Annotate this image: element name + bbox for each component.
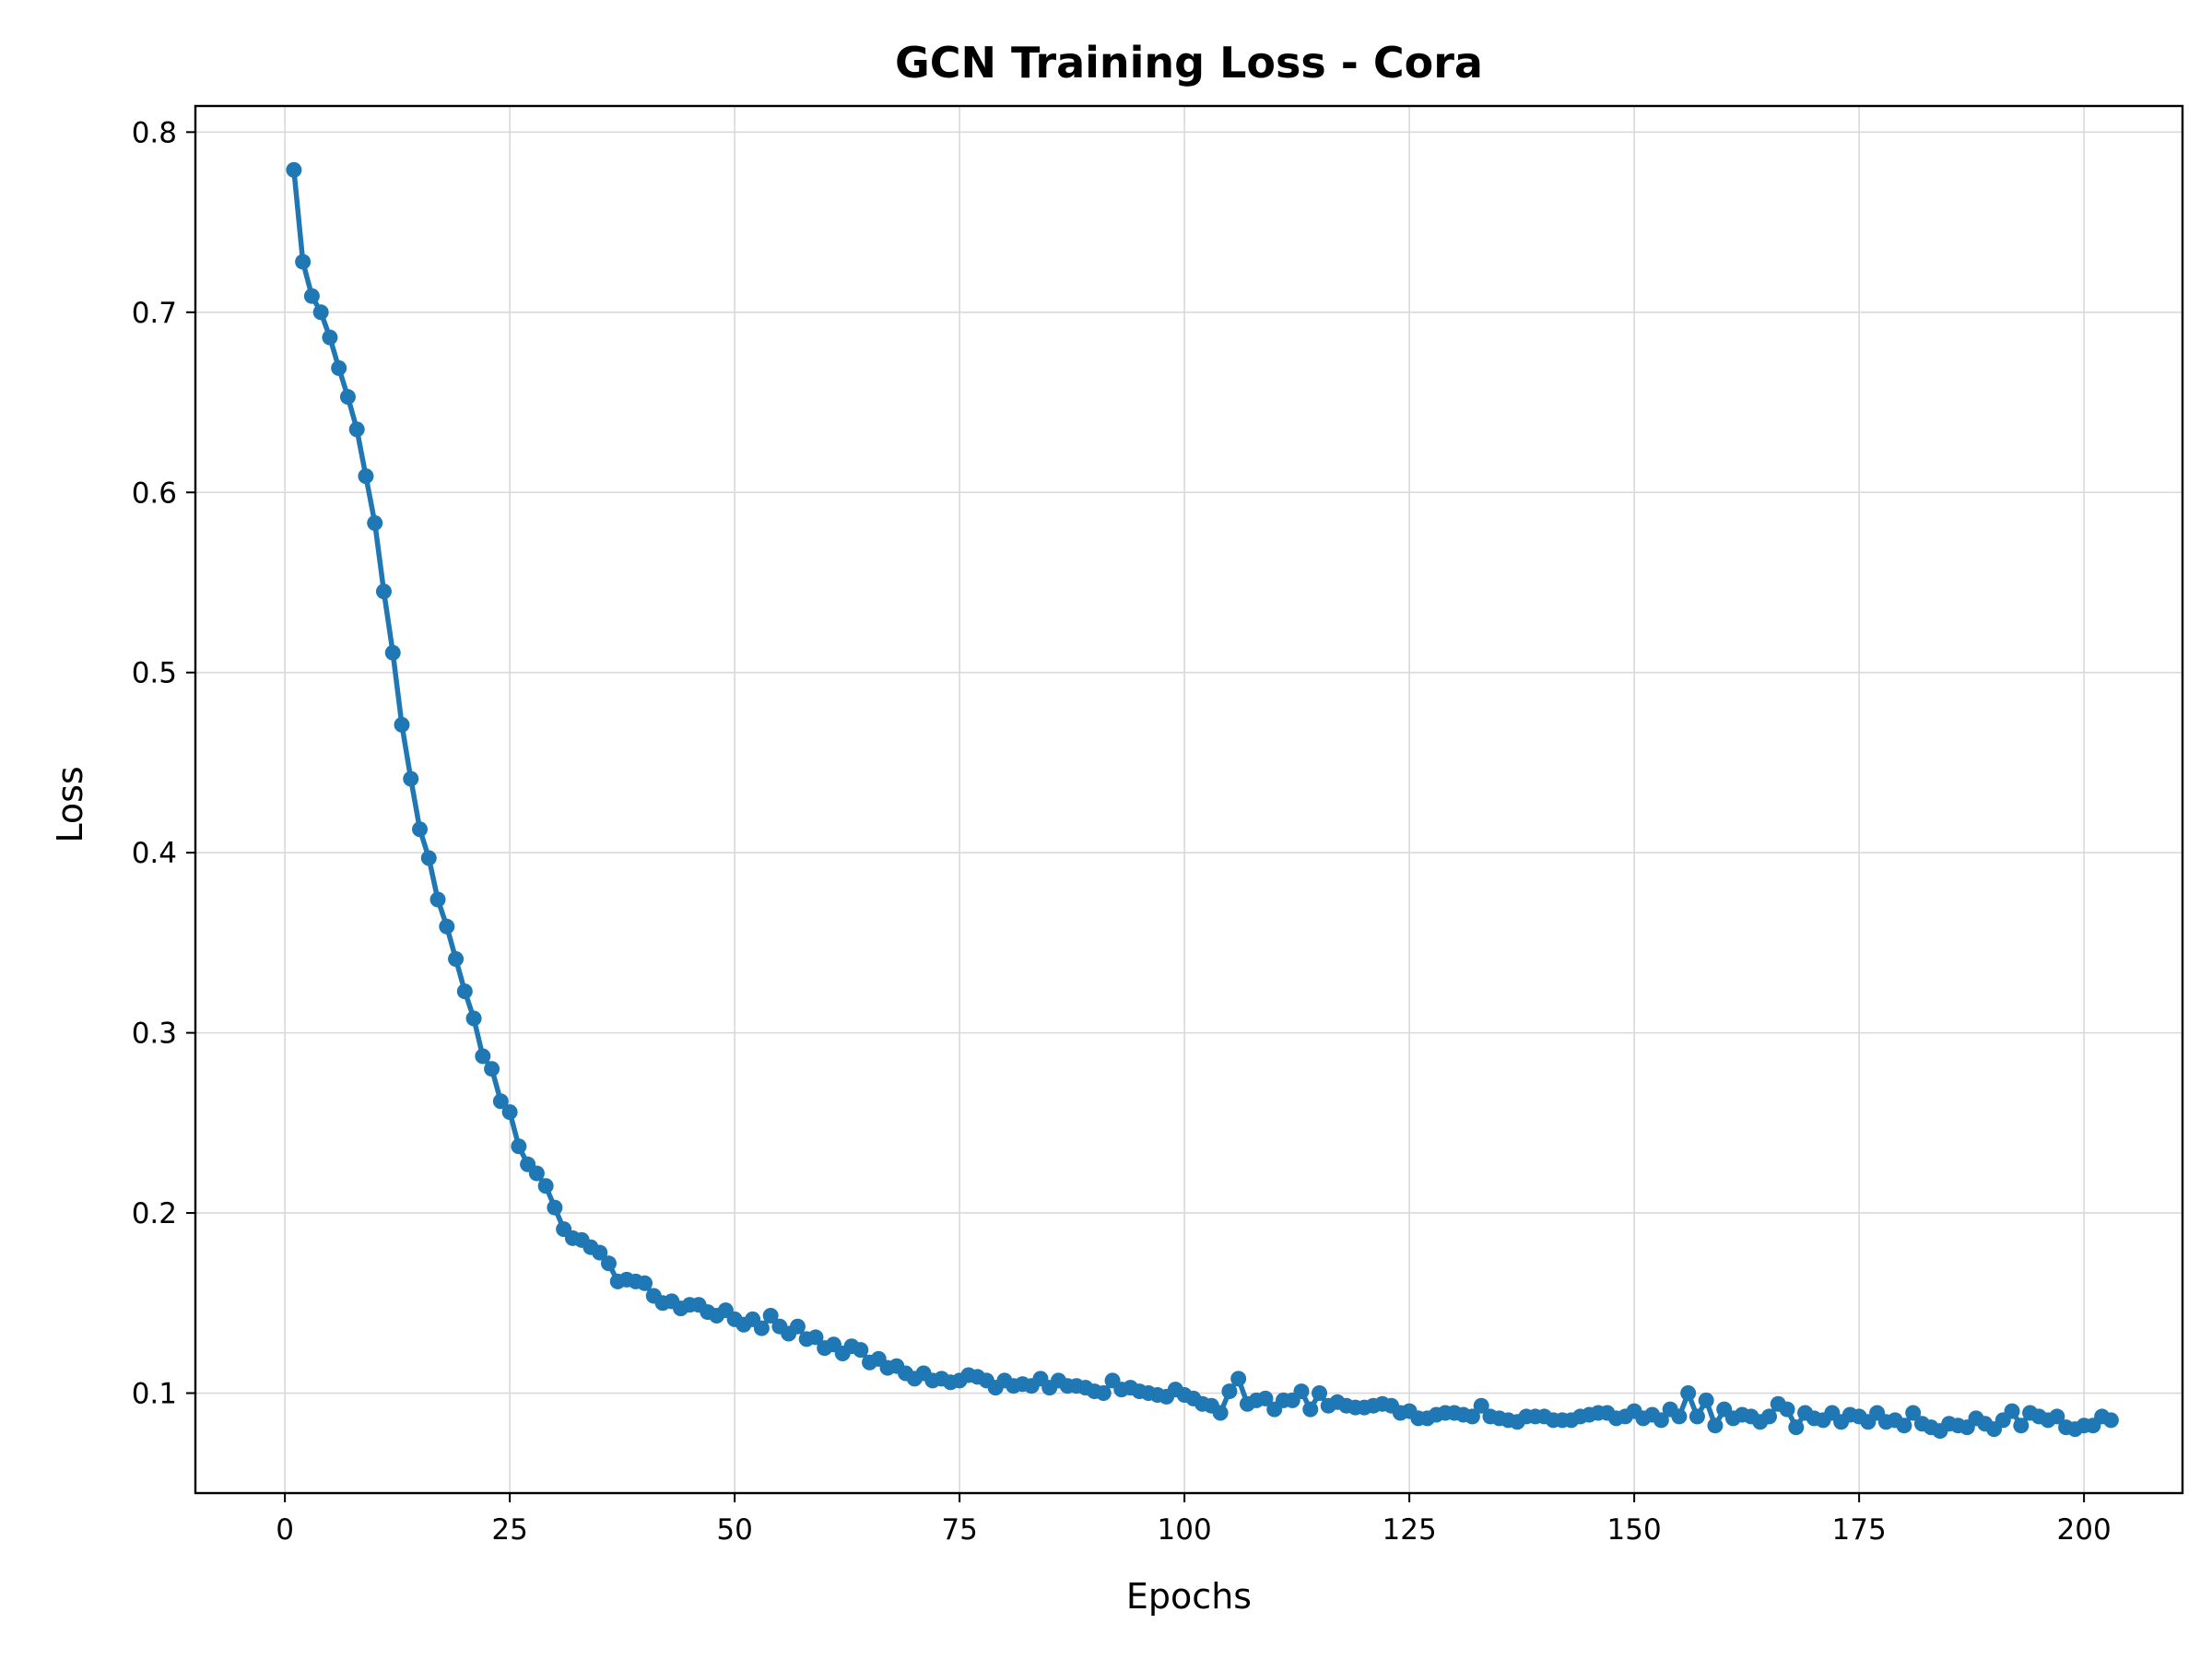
loss-data-point [1473, 1397, 1489, 1414]
loss-data-point [1788, 1419, 1805, 1436]
ticks: 0 25 50 75 100 125 150 175 200 0.1 0.2 0.3 0.4 0.5 0.6… [132, 116, 2112, 1547]
loss-data-point [303, 288, 320, 304]
loss-data-point [367, 514, 383, 531]
loss-data-point [348, 421, 365, 438]
y-tick-label: 0.7 [132, 297, 177, 330]
loss-data-point [501, 1104, 518, 1121]
loss-data-point [331, 359, 347, 376]
loss-data-point [547, 1199, 563, 1216]
loss-data-point [807, 1329, 824, 1346]
loss-data-point [412, 821, 429, 838]
loss-data-point [2013, 1418, 2030, 1434]
loss-data-point [1698, 1392, 1714, 1408]
axes-frame [194, 104, 2184, 1495]
loss-data-point [456, 983, 473, 1000]
loss-data-point [1095, 1385, 1112, 1402]
y-tick-label: 0.1 [132, 1378, 177, 1411]
loss-data-point [312, 304, 329, 321]
loss-data-point [528, 1165, 545, 1182]
x-tick-label: 0 [276, 1513, 294, 1547]
loss-data-point [1680, 1385, 1697, 1402]
chart-title: GCN Training Loss - Cora [895, 38, 1483, 88]
y-axis-label: Loss [50, 766, 90, 842]
loss-data-point [1896, 1418, 1912, 1434]
y-tick-label: 0.3 [132, 1018, 177, 1051]
loss-data-point [1302, 1401, 1319, 1418]
loss-data-point [403, 771, 419, 787]
loss-data-point [429, 891, 446, 908]
loss-data-point [358, 468, 374, 485]
loss-data-point [2049, 1408, 2065, 1425]
y-tick-label: 0.5 [132, 657, 177, 690]
loss-data-point [1653, 1412, 1669, 1429]
loss-data-point [492, 1093, 509, 1110]
loss-data-point [1905, 1405, 1922, 1421]
loss-data-point [1707, 1418, 1724, 1434]
loss-data-point [789, 1318, 806, 1335]
y-tick-label: 0.2 [132, 1197, 177, 1230]
x-tick-label: 200 [2057, 1513, 2112, 1547]
loss-data-point [853, 1342, 869, 1359]
x-tick-label: 150 [1607, 1513, 1662, 1547]
loss-data-point [2004, 1403, 2020, 1419]
x-tick-label: 175 [1832, 1513, 1887, 1547]
loss-data-point [1293, 1383, 1310, 1400]
series-layer [286, 161, 2119, 1440]
loss-data-point [600, 1255, 617, 1272]
loss-data-point [537, 1178, 554, 1194]
loss-data-point [1212, 1405, 1229, 1421]
loss-data-point [465, 1010, 482, 1027]
loss-data-point [592, 1244, 608, 1261]
y-tick-label: 0.8 [132, 116, 177, 149]
loss-data-point [475, 1048, 491, 1065]
x-tick-label: 100 [1158, 1513, 1212, 1547]
loss-data-point [420, 850, 437, 866]
loss-data-point [322, 329, 338, 346]
plot-frame [194, 104, 2184, 1495]
x-axis-label: Epochs [1126, 1576, 1252, 1617]
x-tick-label: 125 [1382, 1513, 1437, 1547]
loss-data-point [484, 1061, 500, 1077]
loss-data-point [286, 161, 302, 178]
loss-data-point [1688, 1408, 1705, 1425]
x-tick-label: 50 [716, 1513, 752, 1547]
loss-data-point [2102, 1412, 2119, 1429]
x-tick-label: 75 [941, 1513, 977, 1547]
y-tick-label: 0.6 [132, 477, 177, 510]
loss-data-point [1779, 1401, 1795, 1418]
loss-data-point [1671, 1408, 1688, 1425]
loss-data-point [1230, 1371, 1247, 1387]
loss-data-point [339, 389, 356, 406]
loss-data-point [448, 950, 465, 967]
loss-data-point [394, 716, 410, 733]
loss-data-point [511, 1138, 527, 1155]
loss-data-point [1221, 1383, 1238, 1400]
loss-data-point [295, 253, 312, 270]
x-tick-label: 25 [491, 1513, 527, 1547]
loss-data-point [1464, 1408, 1480, 1425]
loss-data-point [753, 1320, 770, 1336]
loss-data-point [384, 644, 401, 661]
loss-data-point [1312, 1385, 1328, 1402]
y-tick-label: 0.4 [132, 837, 177, 870]
loss-data-point [1761, 1408, 1778, 1425]
loss-data-point [1257, 1390, 1274, 1406]
loss-data-point [439, 918, 455, 935]
loss-data-point [375, 583, 392, 600]
loss-data-point [637, 1275, 653, 1291]
loss-data-point [762, 1307, 779, 1324]
